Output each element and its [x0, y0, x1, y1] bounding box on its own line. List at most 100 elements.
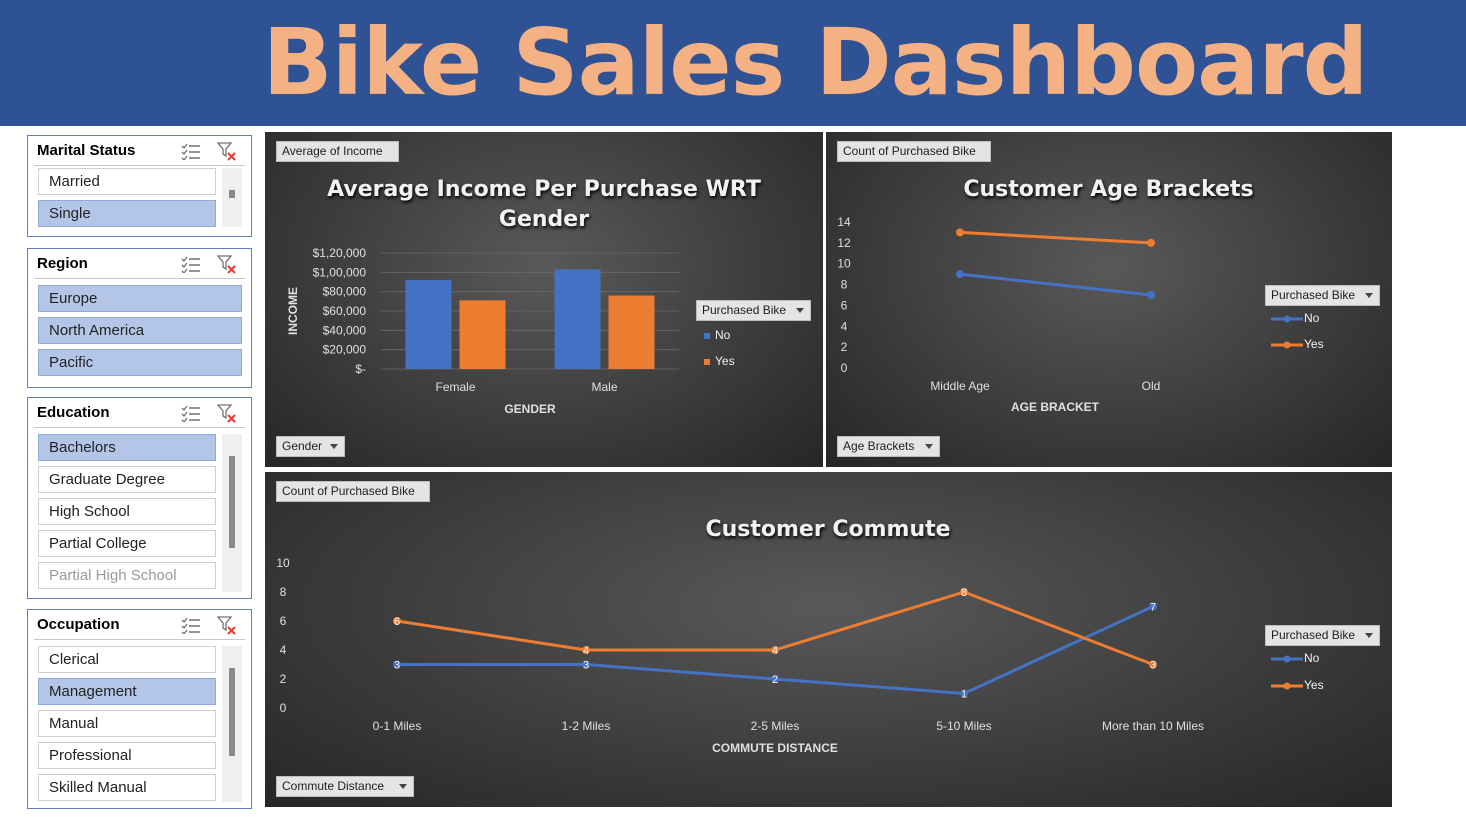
legend-field-button[interactable]: Purchased Bike — [696, 300, 811, 321]
slicer-item-graduate-degree[interactable]: Graduate Degree — [38, 466, 216, 493]
clear-filter-icon[interactable] — [217, 615, 237, 635]
bar-yes-male[interactable] — [608, 295, 655, 369]
income-bar-chart: $- $20,000 $40,000 $60,000 $80,000 $1,00,000 $… — [286, 246, 679, 416]
y-tick-label: $1,20,000 — [313, 246, 367, 260]
slicer-scrollbar[interactable] — [222, 168, 242, 227]
chart-title: Customer Commute — [705, 517, 951, 542]
multi-select-icon[interactable] — [181, 142, 201, 160]
data-label: 3 — [583, 660, 589, 672]
slicer-header: Region — [34, 249, 245, 279]
y-tick-label: 6 — [280, 614, 287, 628]
axis-field-button[interactable]: Commute Distance — [276, 776, 414, 797]
point-yes[interactable] — [1147, 238, 1155, 247]
multi-select-icon[interactable] — [181, 616, 201, 634]
axis-field-button[interactable]: Gender — [276, 436, 345, 457]
clear-filter-icon[interactable] — [217, 403, 237, 423]
slicer-item-bachelors[interactable]: Bachelors — [38, 434, 216, 461]
multi-select-icon[interactable] — [181, 404, 201, 422]
slicer-education: Education Bachelors Graduate Degree High… — [27, 397, 252, 599]
slicer-title: Education — [37, 404, 110, 421]
axis-field-button[interactable]: Age Brackets — [837, 436, 940, 457]
bar-no-male[interactable] — [554, 269, 601, 369]
slicer-item-married[interactable]: Married — [38, 168, 216, 195]
x-tick-label: Middle Age — [930, 379, 990, 393]
slicer-item-single[interactable]: Single — [38, 200, 216, 227]
slicer-item-partial-high-school[interactable]: Partial High School — [38, 562, 216, 589]
point-no[interactable] — [582, 660, 590, 669]
dropdown-arrow-icon — [399, 784, 407, 789]
x-tick-label: 5-10 Miles — [936, 719, 991, 733]
slicer-item-high-school[interactable]: High School — [38, 498, 216, 525]
slicer-item-pacific[interactable]: Pacific — [38, 349, 242, 376]
bar-no-female[interactable] — [405, 280, 452, 369]
slicer-item-clerical[interactable]: Clerical — [38, 646, 216, 673]
legend-title: Purchased Bike — [702, 303, 787, 317]
legend-item-yes: Yes — [1270, 678, 1324, 692]
point-no[interactable] — [1147, 291, 1155, 299]
legend-item-no: No — [1270, 311, 1319, 325]
legend-field-button[interactable]: Purchased Bike — [1265, 285, 1380, 306]
x-axis-label: GENDER — [504, 402, 556, 416]
point-no[interactable] — [771, 675, 779, 683]
point-yes[interactable] — [582, 646, 590, 654]
slicer-scrollbar[interactable] — [222, 434, 242, 592]
value-field-button[interactable]: Count of Purchased Bike — [276, 481, 430, 502]
point-no[interactable] — [393, 660, 401, 669]
y-axis-label: INCOME — [286, 287, 300, 335]
y-tick-label: 2 — [280, 672, 287, 686]
data-label: 1 — [961, 689, 967, 701]
point-yes[interactable] — [1149, 660, 1157, 669]
slicer-item-professional[interactable]: Professional — [38, 742, 216, 769]
multi-select-icon[interactable] — [181, 255, 201, 273]
bar-yes-female[interactable] — [459, 300, 506, 369]
y-tick-label: $80,000 — [323, 285, 367, 299]
series-line-no[interactable] — [959, 272, 1152, 297]
slicer-item-skilled-manual[interactable]: Skilled Manual — [38, 774, 216, 801]
data-label: 4 — [583, 645, 589, 657]
dropdown-arrow-icon — [925, 444, 933, 449]
scroll-thumb[interactable] — [229, 668, 235, 756]
series-line-yes[interactable] — [959, 230, 1152, 245]
value-field-button[interactable]: Count of Purchased Bike — [837, 141, 991, 162]
slicer-occupation: Occupation Clerical Management Manual Pr… — [27, 609, 252, 809]
point-yes[interactable] — [393, 617, 401, 625]
legend-label: No — [715, 328, 731, 342]
scroll-thumb[interactable] — [229, 456, 235, 548]
axis-field-label: Age Brackets — [843, 439, 915, 453]
slicer-item-manual[interactable]: Manual — [38, 710, 216, 737]
point-no[interactable] — [1149, 602, 1157, 611]
legend-field-button[interactable]: Purchased Bike — [1265, 625, 1380, 646]
axis-field-label: Gender — [282, 439, 323, 453]
point-no[interactable] — [960, 689, 968, 698]
legend-item-no: No — [1270, 651, 1319, 665]
scroll-thumb[interactable] — [229, 190, 235, 198]
point-no[interactable] — [956, 270, 964, 279]
clear-filter-icon[interactable] — [217, 254, 237, 274]
point-yes[interactable] — [960, 588, 968, 596]
slicer-item-north-america[interactable]: North America — [38, 317, 242, 344]
point-yes[interactable] — [771, 646, 779, 654]
data-label: 3 — [1150, 660, 1156, 672]
commute-chart-panel: Count of Purchased Bike Customer Commute… — [265, 472, 1392, 807]
slicer-item-management[interactable]: Management — [38, 678, 216, 705]
point-yes[interactable] — [956, 228, 964, 237]
y-tick-label: 14 — [837, 215, 851, 229]
slicer-title: Region — [37, 255, 88, 272]
y-tick-label: 8 — [841, 278, 848, 292]
legend-item-no: No — [704, 328, 730, 342]
data-label: 8 — [961, 587, 967, 599]
slicer-scrollbar[interactable] — [222, 646, 242, 802]
slicer-item-partial-college[interactable]: Partial College — [38, 530, 216, 557]
clear-filter-icon[interactable] — [217, 141, 237, 161]
legend-item-yes: Yes — [1270, 337, 1324, 351]
value-field-button[interactable]: Average of Income — [276, 141, 399, 162]
y-tick-label: 2 — [841, 340, 848, 354]
y-tick-label: 12 — [837, 236, 851, 250]
commute-line-chart: 0 2 4 6 8 10 0-1 Miles 1-2 Miles 2-5 Miles 5-10 M… — [276, 556, 1204, 755]
legend-title: Purchased Bike — [1271, 628, 1356, 642]
y-tick-label: 10 — [276, 556, 290, 570]
y-tick-label: 0 — [280, 701, 287, 715]
y-tick-label: 8 — [280, 585, 287, 599]
slicer-item-europe[interactable]: Europe — [38, 285, 242, 312]
x-tick-label: Old — [1142, 379, 1161, 393]
